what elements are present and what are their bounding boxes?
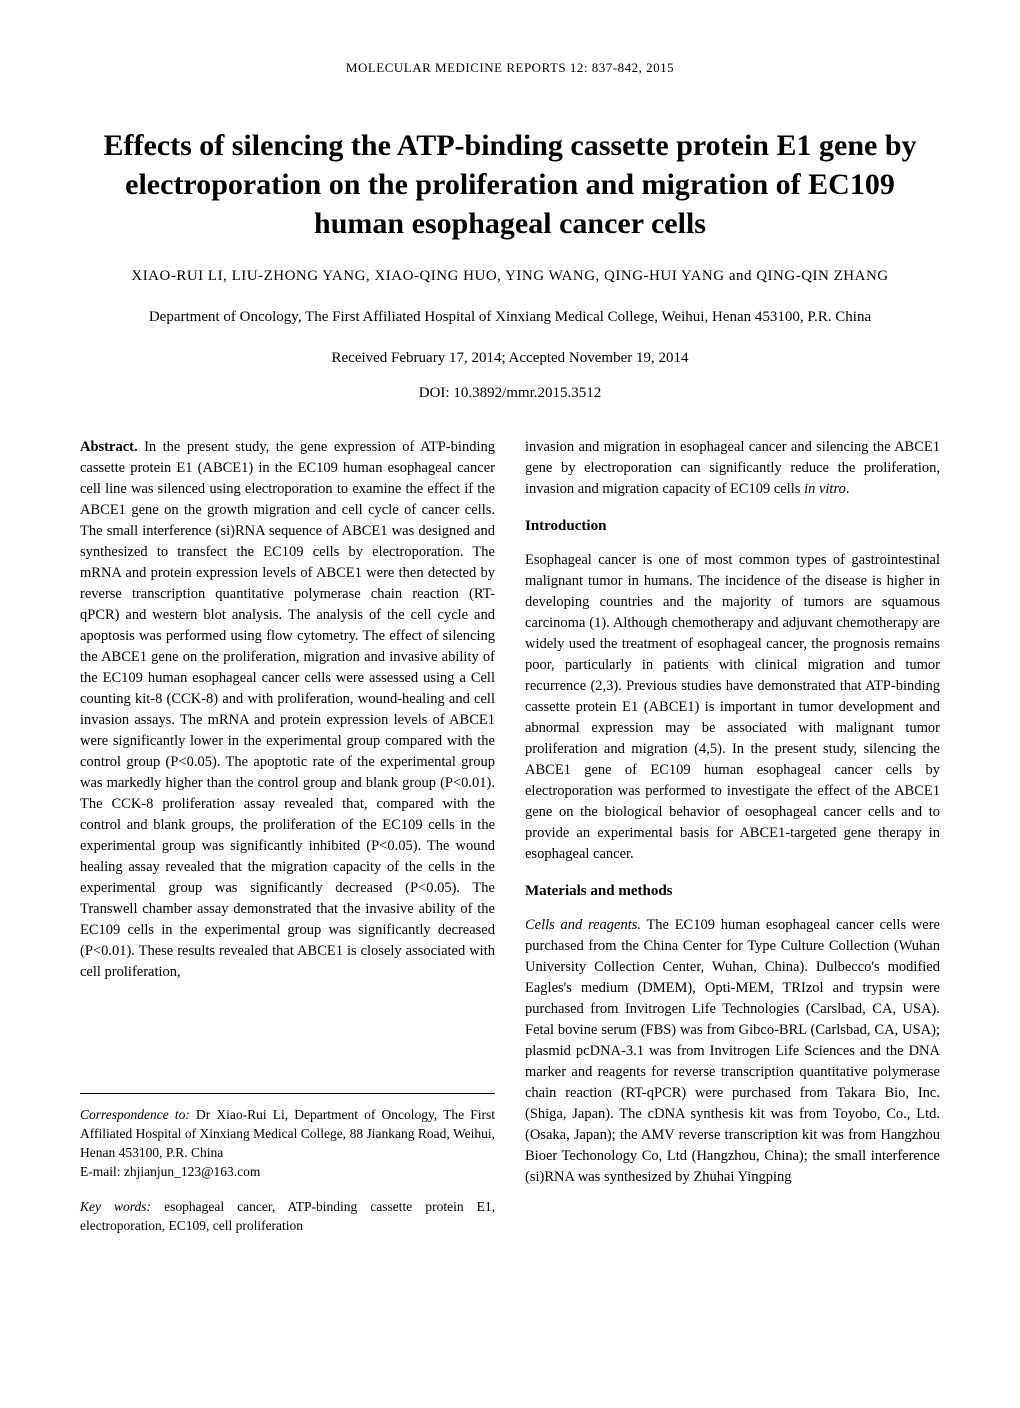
in-vitro-italic: in vitro <box>804 481 846 497</box>
journal-header: MOLECULAR MEDICINE REPORTS 12: 837-842, … <box>80 60 940 76</box>
correspondence-paragraph: Correspondence to: Dr Xiao-Rui Li, Depar… <box>80 1106 495 1163</box>
doi: DOI: 10.3892/mmr.2015.3512 <box>80 385 940 402</box>
authors-list: XIAO-RUI LI, LIU-ZHONG YANG, XIAO-QING H… <box>80 268 940 285</box>
right-column: invasion and migration in esophageal can… <box>525 437 940 1236</box>
content-columns: Abstract. In the present study, the gene… <box>80 437 940 1236</box>
correspondence-block: Correspondence to: Dr Xiao-Rui Li, Depar… <box>80 1093 495 1235</box>
abstract-label: Abstract. <box>80 439 138 455</box>
abstract-body: In the present study, the gene expressio… <box>80 439 495 980</box>
received-accepted-dates: Received February 17, 2014; Accepted Nov… <box>80 350 940 367</box>
materials-heading: Materials and methods <box>525 881 940 903</box>
email-address: zhjianjun_123@163.com <box>124 1164 261 1179</box>
introduction-heading: Introduction <box>525 516 940 538</box>
cells-reagents-paragraph: Cells and reagents. The EC109 human esop… <box>525 915 940 1188</box>
correspondence-label: Correspondence to: <box>80 1107 190 1122</box>
keywords-block: Key words: esophageal cancer, ATP-bindin… <box>80 1198 495 1236</box>
cells-reagents-text: The EC109 human esophageal cancer cells … <box>525 917 940 1185</box>
email-label: E-mail: <box>80 1164 124 1179</box>
left-column: Abstract. In the present study, the gene… <box>80 437 495 1236</box>
keywords-label: Key words: <box>80 1199 151 1214</box>
introduction-paragraph: Esophageal cancer is one of most common … <box>525 550 940 865</box>
abstract-paragraph: Abstract. In the present study, the gene… <box>80 437 495 983</box>
keywords-paragraph: Key words: esophageal cancer, ATP-bindin… <box>80 1198 495 1236</box>
email-line: E-mail: zhjianjun_123@163.com <box>80 1163 495 1182</box>
continuation-end: . <box>846 481 850 497</box>
article-title: Effects of silencing the ATP-binding cas… <box>80 126 940 243</box>
continuation-text: invasion and migration in esophageal can… <box>525 439 940 497</box>
abstract-continuation: invasion and migration in esophageal can… <box>525 437 940 500</box>
affiliation: Department of Oncology, The First Affili… <box>80 307 940 328</box>
cells-reagents-label: Cells and reagents. <box>525 917 641 933</box>
